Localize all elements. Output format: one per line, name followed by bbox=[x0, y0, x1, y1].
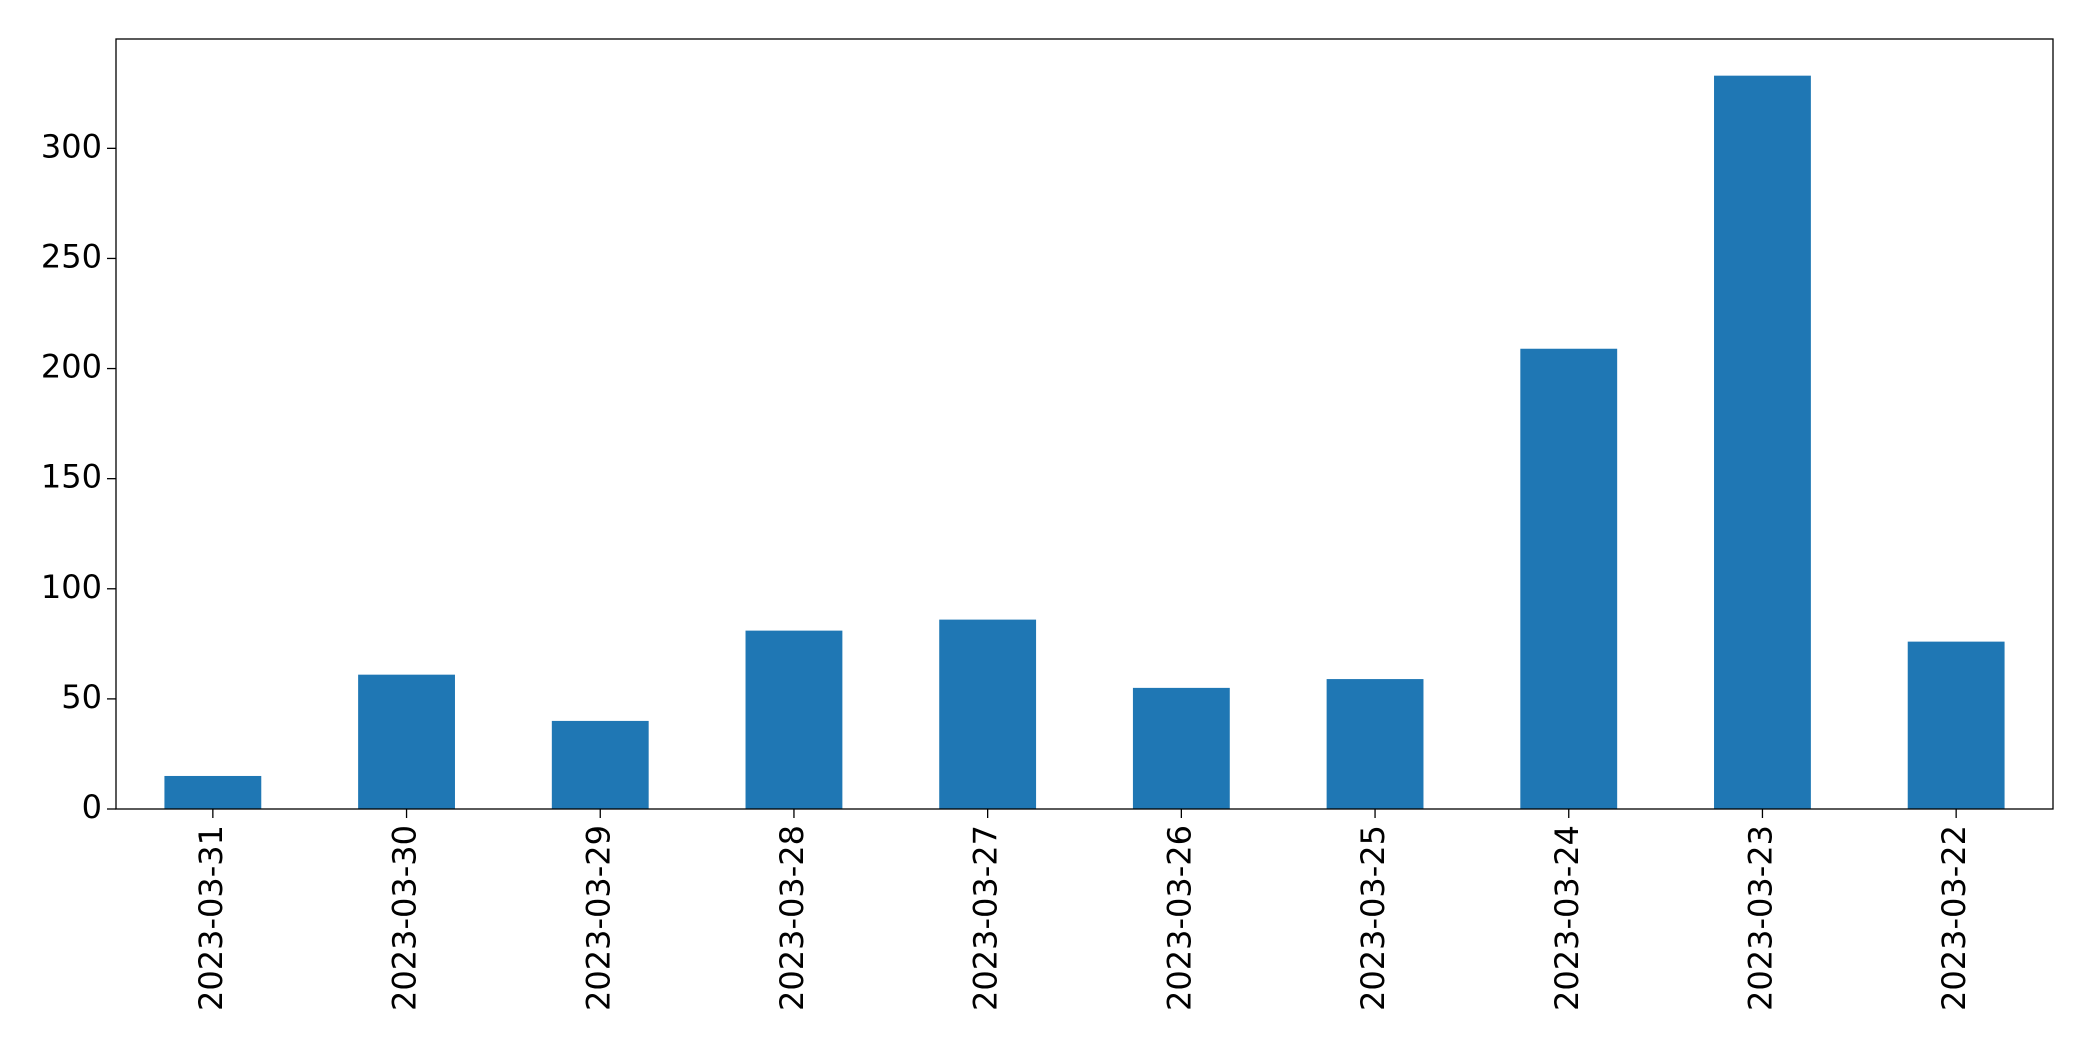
bar bbox=[1520, 348, 1618, 809]
bar bbox=[551, 720, 649, 809]
x-tick-label: 2023-03-26 bbox=[1160, 825, 1198, 1011]
x-tick-label: 2023-03-29 bbox=[579, 825, 617, 1011]
y-tick-label: 200 bbox=[41, 348, 102, 386]
y-tick-label: 0 bbox=[82, 788, 102, 826]
x-tick-label: 2023-03-31 bbox=[192, 825, 230, 1011]
x-tick-label: 2023-03-24 bbox=[1548, 825, 1586, 1011]
x-tick-label: 2023-03-23 bbox=[1741, 825, 1779, 1011]
bar bbox=[164, 775, 262, 809]
x-tick-label: 2023-03-27 bbox=[967, 825, 1005, 1011]
y-tick-label: 150 bbox=[41, 458, 102, 496]
x-tick-label: 2023-03-25 bbox=[1354, 825, 1392, 1011]
bar bbox=[1907, 641, 2005, 809]
plot-frame bbox=[115, 38, 2054, 810]
bar bbox=[1132, 687, 1230, 809]
y-tick-label: 250 bbox=[41, 237, 102, 275]
y-tick-label: 300 bbox=[41, 127, 102, 165]
bar bbox=[939, 619, 1037, 809]
bar bbox=[1326, 679, 1424, 809]
y-tick-label: 50 bbox=[61, 678, 102, 716]
y-tick-label: 100 bbox=[41, 568, 102, 606]
x-tick-label: 2023-03-22 bbox=[1935, 825, 1973, 1011]
x-tick-label: 2023-03-30 bbox=[386, 825, 424, 1011]
x-tick-label: 2023-03-28 bbox=[773, 825, 811, 1011]
bar bbox=[745, 630, 843, 809]
bar bbox=[358, 674, 455, 809]
bar bbox=[1714, 75, 1811, 809]
